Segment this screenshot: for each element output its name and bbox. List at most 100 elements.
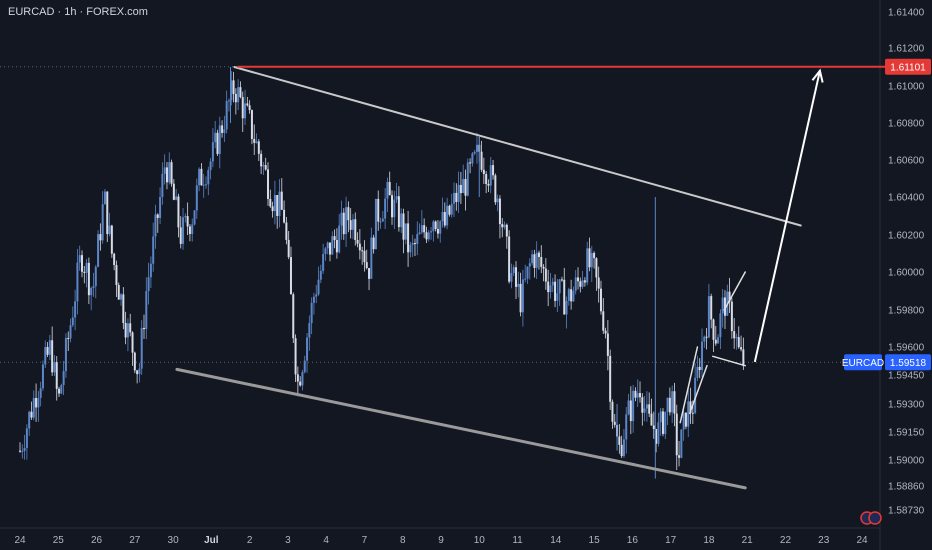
candle-body <box>48 340 51 355</box>
candle-body <box>648 404 651 414</box>
candle-body <box>666 397 669 412</box>
candle-body <box>46 347 49 355</box>
candle-body <box>528 263 531 267</box>
candles <box>19 67 745 479</box>
candle-body <box>567 289 570 301</box>
candle-body <box>448 205 451 215</box>
candle-body <box>312 296 315 303</box>
candle-body <box>634 390 637 398</box>
candle-body <box>602 311 605 331</box>
candle-body <box>23 448 26 451</box>
candle-body <box>113 253 116 265</box>
candle-body <box>508 236 511 282</box>
y-tick-label: 1.61200 <box>888 44 925 55</box>
candle-body <box>260 153 263 167</box>
candle-body <box>480 151 483 170</box>
candle-body <box>202 184 205 186</box>
candle-body <box>590 252 593 268</box>
candle-body <box>505 224 508 237</box>
candle-body <box>333 236 336 241</box>
candle-body <box>705 336 708 338</box>
candle-body <box>230 80 233 101</box>
candle-body <box>418 232 421 235</box>
candle-body <box>278 191 281 216</box>
candle-body <box>409 244 412 253</box>
candle-body <box>710 296 713 320</box>
candle-body <box>547 281 550 293</box>
candle-body <box>237 87 240 103</box>
candle-body <box>283 209 286 223</box>
candle-body <box>388 182 391 196</box>
candle-body <box>664 411 667 434</box>
candle-body <box>83 271 86 273</box>
candle-body <box>110 225 113 254</box>
candle-body <box>356 239 359 244</box>
projection-arrow-shaft <box>753 70 821 363</box>
candle-body <box>498 198 501 225</box>
candle-body <box>625 414 628 440</box>
candle-body <box>678 455 681 458</box>
candle-body <box>99 234 102 241</box>
candle-body <box>464 179 467 196</box>
price-label-bg <box>885 58 931 75</box>
candle-body <box>386 182 389 199</box>
candle-body <box>294 338 297 375</box>
candle-body <box>354 219 357 240</box>
candle-body <box>636 393 639 398</box>
candle-body <box>742 349 745 366</box>
candle-body <box>269 198 272 207</box>
candle-body <box>391 195 394 218</box>
candle-body <box>55 362 58 389</box>
candle-body <box>374 198 377 250</box>
candle-body <box>572 290 575 302</box>
y-tick-label: 1.59300 <box>888 400 925 411</box>
candle-body <box>218 125 221 155</box>
candle-body <box>124 323 127 338</box>
candle-body <box>675 413 678 456</box>
candle-body <box>579 281 582 287</box>
candle-body <box>97 234 100 267</box>
candle-body <box>324 248 327 255</box>
candle-body <box>276 195 279 216</box>
candle-body <box>696 366 699 378</box>
candle-body <box>170 162 173 184</box>
candle-body <box>122 294 125 324</box>
candle-body <box>120 294 123 300</box>
candle-body <box>588 248 591 268</box>
candle-body <box>577 277 580 282</box>
candle-body <box>106 191 109 235</box>
candle-body <box>368 268 371 279</box>
candle-body <box>492 165 495 176</box>
y-tick-label: 1.60400 <box>888 193 925 204</box>
candle-body <box>551 281 554 286</box>
x-tick-label: 3 <box>285 535 291 546</box>
x-tick-label: 8 <box>400 535 406 546</box>
candle-body <box>28 411 31 429</box>
candle-body <box>620 444 623 457</box>
candle-body <box>32 398 35 418</box>
candle-body <box>420 225 423 233</box>
candle-body <box>427 232 430 240</box>
x-tick-label: Jul <box>204 535 219 546</box>
x-tick-label: 21 <box>742 535 754 546</box>
candle-body <box>78 255 81 263</box>
candle-body <box>436 228 439 234</box>
candle-body <box>643 408 646 413</box>
candle-body <box>225 101 228 130</box>
candle-body <box>606 333 609 356</box>
symbol-tag-text: EURCAD <box>842 358 884 369</box>
candle-body <box>58 388 61 394</box>
candle-body <box>423 225 426 233</box>
candle-body <box>191 224 194 234</box>
y-tick-label: 1.59800 <box>888 306 925 317</box>
x-tick-label: 2 <box>247 535 253 546</box>
candle-body <box>30 411 33 418</box>
candle-body <box>74 301 77 318</box>
candle-body <box>400 213 403 228</box>
candle-body <box>115 264 118 286</box>
y-tick-label: 1.59000 <box>888 456 925 467</box>
candle-body <box>554 281 557 301</box>
candle-body <box>466 162 469 196</box>
